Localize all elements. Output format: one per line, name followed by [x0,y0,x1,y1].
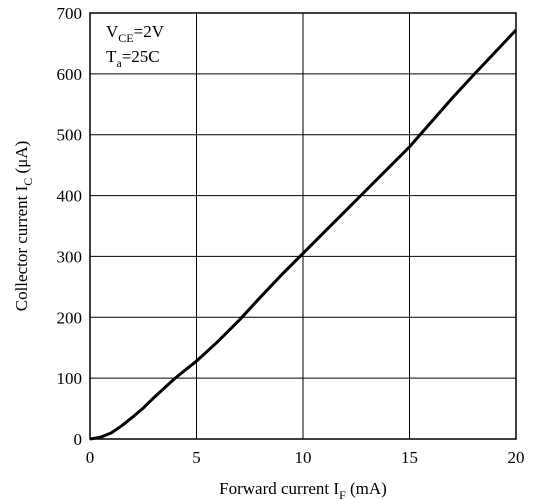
annotation-ta: Ta=25C [106,47,160,70]
y-tick-label: 600 [57,65,83,84]
series-line [89,28,518,441]
annotation-vce: VCE=2V [106,22,165,45]
y-tick-label: 400 [57,187,83,206]
x-tick-label: 15 [401,448,418,467]
y-tick-label: 200 [57,308,83,327]
x-tick-label: 5 [192,448,201,467]
x-tick-label: 10 [295,448,312,467]
y-tick-label: 300 [57,247,83,266]
grid-lines [89,12,517,440]
y-tick-label: 700 [57,4,83,23]
x-tick-label: 0 [86,448,95,467]
x-tick-label: 20 [508,448,525,467]
y-tick-label: 500 [57,126,83,145]
y-tick-label: 0 [74,430,83,449]
x-axis-title: Forward current IF (mA) [219,479,387,502]
x-tick-labels: 0 5 10 15 20 [86,448,525,467]
plot-frame [89,12,517,440]
y-tick-label: 100 [57,369,83,388]
y-tick-labels: 0 100 200 300 400 500 600 700 [57,4,83,449]
y-axis-title: Collector current IC (μA) [12,141,35,312]
